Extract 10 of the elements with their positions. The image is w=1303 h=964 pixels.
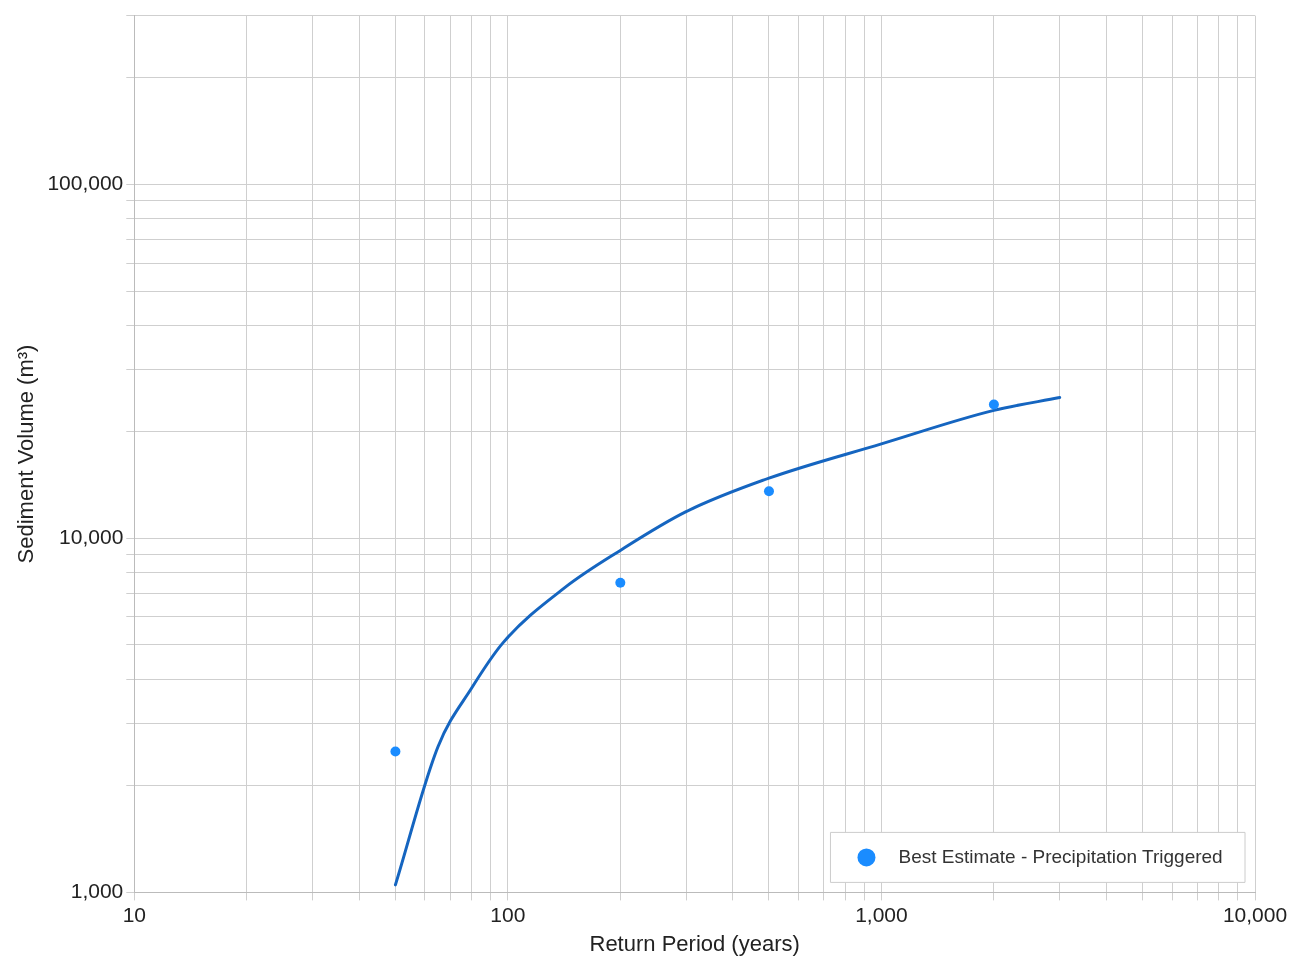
y-tick-label: 1,000 — [70, 879, 124, 903]
y-axis-title: Sediment Volume (m³) — [13, 344, 39, 564]
y-tick-label: 100,000 — [47, 171, 124, 195]
x-axis-title: Return Period (years) — [589, 930, 800, 956]
x-tick-label: 1,000 — [855, 902, 908, 926]
x-tick-label: 10,000 — [1222, 902, 1288, 926]
x-tick-label: 10 — [122, 902, 146, 926]
y-tick-label: 10,000 — [59, 525, 124, 549]
legend-label: Best Estimate - Precipitation Triggered — [898, 845, 1223, 867]
x-tick-label: 100 — [490, 902, 526, 926]
